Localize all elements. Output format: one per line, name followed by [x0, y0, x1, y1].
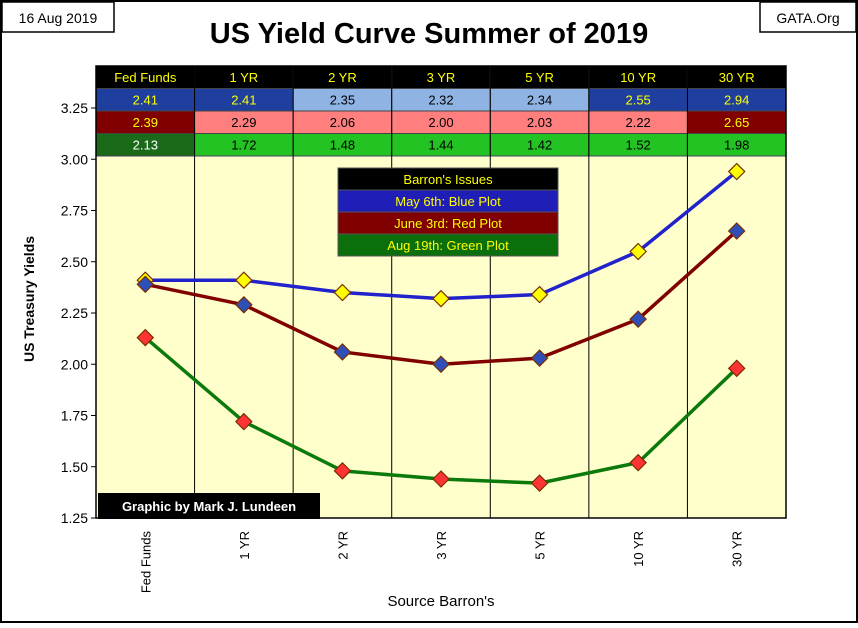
- plot-border: [95, 65, 787, 519]
- table-cell-value: 2.39: [133, 115, 158, 130]
- table-cell-value: 2.29: [231, 115, 256, 130]
- y-tick-label: 2.00: [61, 356, 88, 372]
- y-tick-label: 2.25: [61, 305, 88, 321]
- x-tick-label: 1 YR: [237, 531, 252, 560]
- data-point: [629, 242, 647, 261]
- chart-title: US Yield Curve Summer of 2019: [210, 18, 648, 50]
- y-axis-ticks: 1.25 1.50 1.75 2.00 2.25 2.50 2.75 3.00 3.25: [61, 100, 96, 526]
- x-tick-label: 3 YR: [434, 531, 449, 560]
- legend-item-blue: May 6th: Blue Plot: [395, 194, 501, 209]
- x-tick-label: 10 YR: [631, 531, 646, 567]
- table-cell-value: 2.13: [133, 138, 158, 153]
- date-label: 16 Aug 2019: [19, 10, 98, 26]
- table-cell-value: 2.22: [625, 115, 650, 130]
- table-header-label: 2 YR: [328, 70, 357, 85]
- legend-title: Barron's Issues: [403, 172, 493, 187]
- data-point: [235, 412, 253, 431]
- y-axis-label: US Treasury Yields: [21, 236, 37, 362]
- table-header-label: Fed Funds: [114, 70, 177, 85]
- credit-label: Graphic by Mark J. Lundeen: [122, 499, 296, 514]
- data-point: [530, 474, 549, 492]
- table-cell-value: 1.42: [527, 138, 552, 153]
- data-point: [432, 289, 450, 308]
- date-box: [1, 1, 115, 33]
- legend: Barron's Issues May 6th: Blue Plot June …: [337, 167, 559, 257]
- table-cell-value: 1.44: [428, 138, 453, 153]
- source-box: [759, 1, 857, 33]
- data-point: [629, 453, 647, 472]
- data-point: [530, 349, 549, 367]
- data-point: [235, 295, 253, 314]
- data-point: [432, 355, 450, 374]
- table-cell-value: 2.65: [724, 115, 749, 130]
- table-cell-value: 2.35: [330, 93, 355, 108]
- y-tick-label: 2.50: [61, 254, 88, 270]
- table-cell-value: 2.34: [527, 93, 552, 108]
- table-cell-value: 2.32: [428, 93, 453, 108]
- table-cell-value: 2.03: [527, 115, 552, 130]
- table-cell-value: 1.52: [625, 138, 650, 153]
- legend-item-red: June 3rd: Red Plot: [394, 216, 502, 231]
- x-tick-label: 2 YR: [335, 531, 350, 560]
- y-tick-label: 1.75: [61, 408, 88, 424]
- table-cell-value: 1.72: [231, 138, 256, 153]
- data-point: [136, 275, 155, 294]
- legend-item-green: Aug 19th: Green Plot: [387, 238, 509, 253]
- data-point: [727, 359, 746, 378]
- table-cell-value: 2.55: [625, 93, 650, 108]
- data-point: [235, 271, 253, 290]
- data-point: [333, 343, 352, 361]
- y-tick-label: 1.50: [61, 459, 88, 475]
- y-tick-label: 2.75: [61, 203, 88, 219]
- table-cell-value: 1.98: [724, 138, 749, 153]
- x-tick-label: Fed Funds: [138, 531, 153, 594]
- table-header-label: 5 YR: [525, 70, 554, 85]
- table-cell-value: 2.94: [724, 93, 749, 108]
- table-cell-value: 1.48: [330, 138, 355, 153]
- data-point: [432, 470, 450, 488]
- data-table: Fed Funds 1 YR 2 YR 3 YR 5 YR 10 YR 30 YR 2.41 2…: [95, 65, 787, 157]
- legend-item-green-box: [337, 233, 559, 257]
- data-point: [629, 310, 647, 328]
- y-tick-label: 3.25: [61, 100, 88, 116]
- table-cell-value: 2.06: [330, 115, 355, 130]
- table-header-label: 1 YR: [230, 70, 259, 85]
- grid-lines: [194, 66, 688, 518]
- data-point: [136, 328, 155, 347]
- table-cell-value: 2.00: [428, 115, 453, 130]
- x-axis-label: Source Barron's: [387, 593, 494, 610]
- y-tick-label: 3.00: [61, 151, 88, 167]
- x-tick-label: 30 YR: [730, 531, 745, 567]
- data-point: [727, 162, 746, 181]
- table-header-label: 3 YR: [427, 70, 456, 85]
- data-point: [333, 462, 352, 480]
- table-cell-value: 2.41: [231, 93, 256, 108]
- x-tick-label: 5 YR: [533, 531, 548, 560]
- series-lines: [136, 162, 746, 492]
- table-header-label: 30 YR: [719, 70, 755, 85]
- x-axis-ticks: Fed Funds 1 YR 2 YR 3 YR 5 YR 10 YR 30 YR: [138, 531, 744, 594]
- data-point: [333, 283, 352, 302]
- table-cell-value: 2.41: [133, 93, 158, 108]
- credit-box: [98, 493, 320, 519]
- data-point: [727, 222, 746, 240]
- y-tick-label: 1.25: [61, 510, 88, 526]
- source-label: GATA.Org: [776, 10, 839, 26]
- data-point: [530, 285, 549, 304]
- table-header-label: 10 YR: [620, 70, 656, 85]
